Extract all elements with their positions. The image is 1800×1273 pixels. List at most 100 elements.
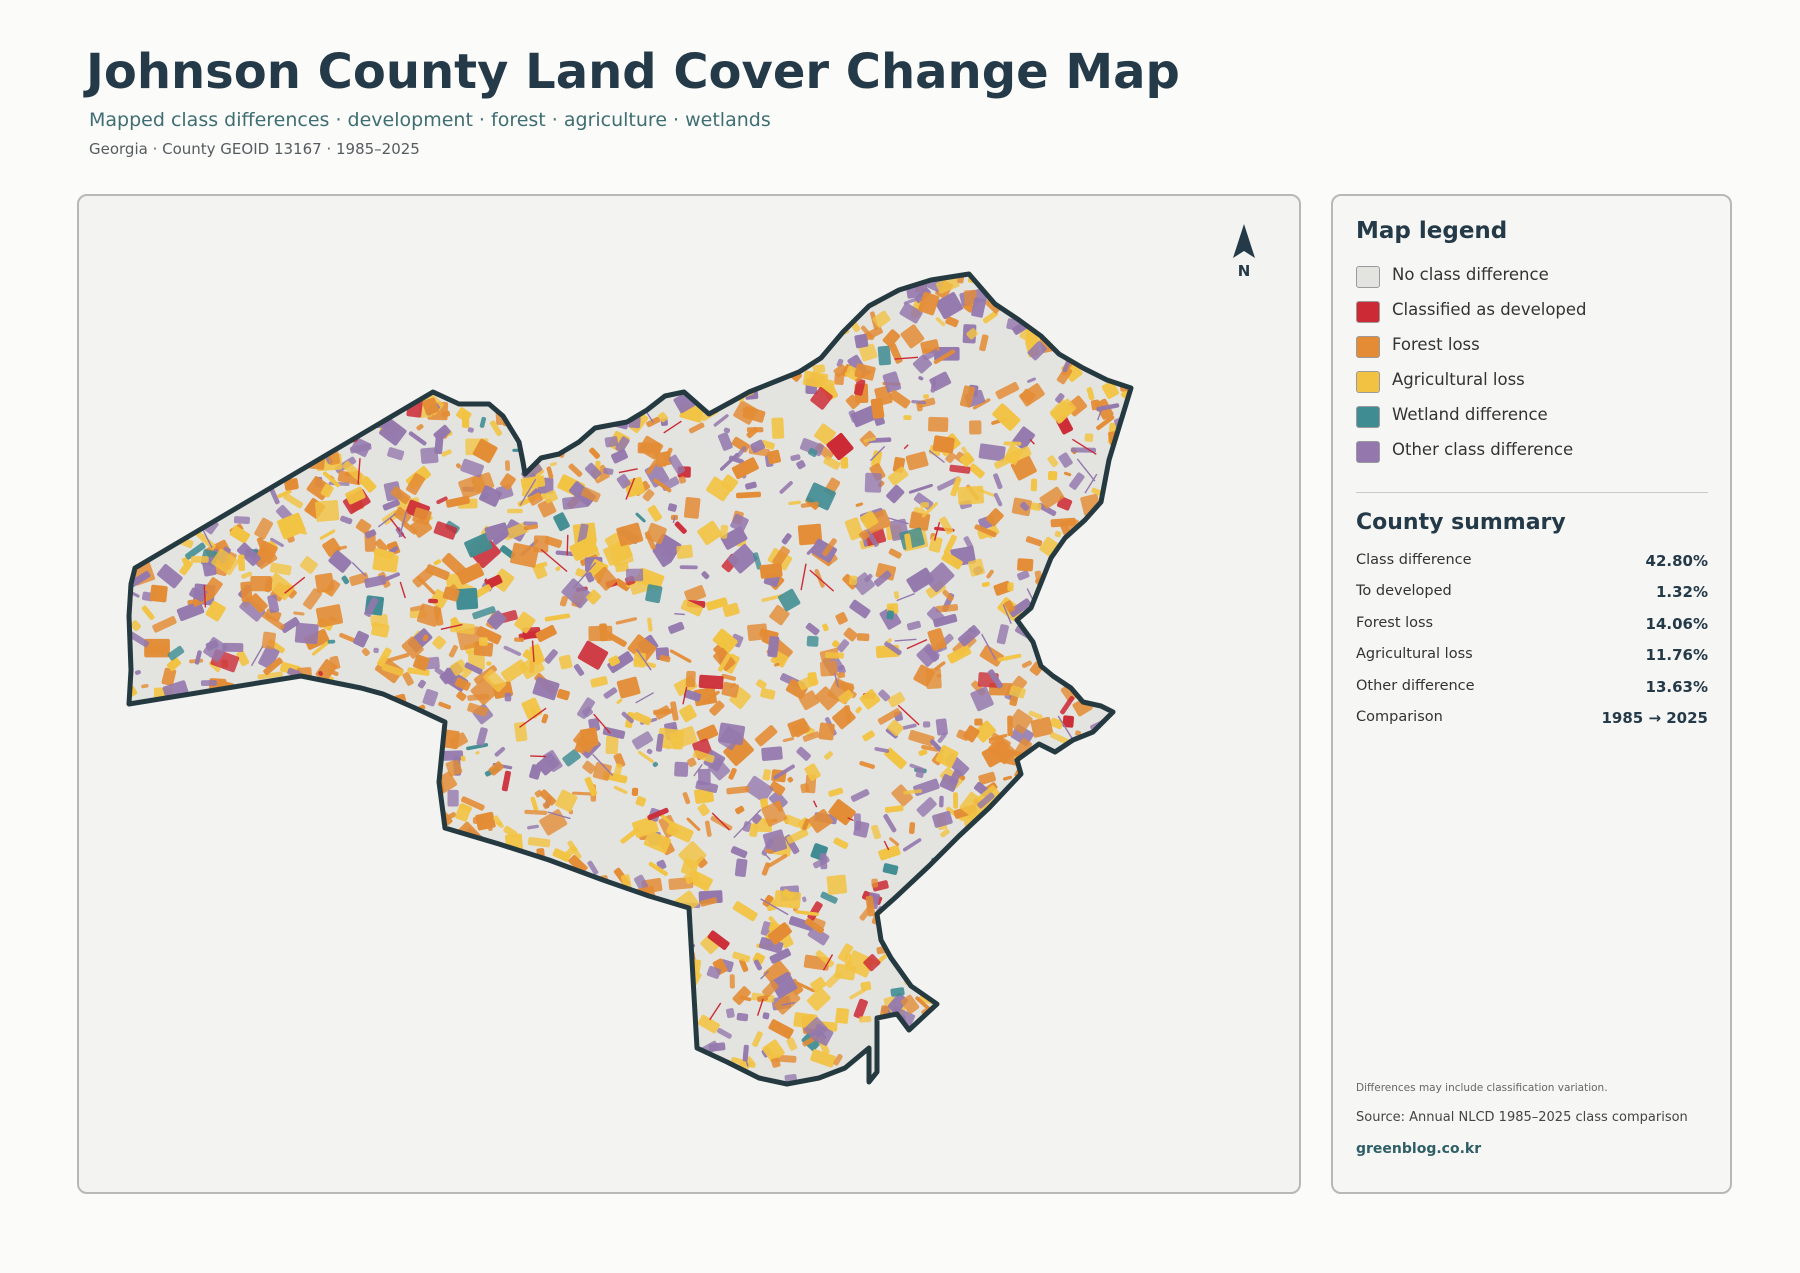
change-patch (771, 1057, 781, 1068)
change-patch (974, 718, 983, 726)
linear-feature (709, 1002, 722, 1021)
change-patch (874, 747, 890, 753)
change-patch (239, 851, 247, 861)
map-panel[interactable] (77, 194, 1301, 1194)
change-patch (712, 289, 729, 306)
change-patch (958, 879, 982, 886)
change-patch (129, 350, 142, 366)
change-patch (1112, 787, 1121, 793)
change-patch (562, 749, 581, 767)
change-patch (864, 472, 882, 493)
change-patch (437, 982, 465, 1005)
change-patch (319, 957, 338, 979)
change-patch (340, 367, 347, 373)
change-patch (1115, 555, 1131, 575)
linear-feature (933, 522, 941, 541)
change-patch (878, 845, 901, 861)
change-patch (1123, 1087, 1138, 1101)
change-patch (700, 935, 719, 955)
change-patch (395, 747, 410, 755)
change-patch (935, 745, 959, 768)
change-patch (837, 671, 846, 679)
change-patch (762, 1039, 785, 1062)
change-patch (236, 542, 261, 566)
change-patch (843, 627, 858, 642)
linear-feature (906, 638, 928, 650)
change-patch (623, 1087, 643, 1109)
change-patch (365, 889, 387, 906)
change-patch (652, 761, 658, 768)
change-patch (909, 763, 924, 771)
change-patch (902, 723, 917, 730)
change-patch (129, 750, 148, 770)
change-patch (1079, 293, 1102, 310)
change-patch (603, 467, 614, 475)
change-patch (339, 632, 356, 643)
change-patch (939, 795, 944, 808)
change-patch (997, 653, 1022, 662)
change-patch (129, 746, 148, 761)
change-patch (716, 274, 730, 284)
change-patch (569, 1033, 578, 1042)
change-patch (719, 524, 729, 539)
summary-value: 13.63% (1645, 677, 1708, 696)
change-patch (511, 990, 534, 1006)
change-patch (612, 410, 622, 422)
change-patch (160, 391, 185, 407)
change-patch (433, 559, 442, 566)
change-patch (145, 508, 168, 531)
change-patch (1027, 341, 1047, 361)
change-patch (514, 637, 525, 643)
change-patch (627, 1039, 640, 1048)
change-patch (316, 1021, 324, 1035)
change-patch (1116, 666, 1131, 686)
change-patch (432, 294, 451, 306)
change-patch (261, 436, 275, 447)
change-patch (678, 841, 707, 870)
change-patch (165, 327, 186, 347)
change-patch (995, 828, 1003, 835)
change-patch (474, 584, 492, 598)
change-patch (712, 628, 738, 653)
change-patch (552, 331, 573, 350)
summary-row-class-difference: Class difference 42.80% (1356, 552, 1708, 583)
change-patch (379, 418, 407, 446)
linear-feature (253, 822, 262, 825)
county-map[interactable] (79, 196, 1301, 1194)
change-patch (713, 328, 727, 347)
change-patch (1103, 1012, 1109, 1034)
linear-feature (173, 307, 183, 317)
change-patch (1063, 837, 1071, 858)
change-patch (923, 884, 935, 895)
change-patch (167, 645, 185, 661)
change-patch (675, 945, 683, 955)
change-patch (863, 954, 881, 972)
change-patch (676, 544, 693, 559)
change-patch (804, 918, 825, 934)
change-patch (579, 1028, 584, 1034)
change-patch (718, 726, 742, 751)
change-patch (472, 606, 496, 620)
linear-feature (930, 1039, 961, 1062)
change-patch (442, 586, 460, 602)
change-patch (190, 1061, 209, 1080)
change-patch (315, 732, 329, 740)
site-link[interactable]: greenblog.co.kr (1356, 1141, 1482, 1157)
change-patch (713, 300, 739, 317)
change-patch (887, 719, 904, 737)
change-patch (1114, 836, 1128, 857)
change-patch (473, 641, 494, 657)
change-patch (613, 785, 628, 794)
summary-value: 11.76% (1645, 646, 1708, 665)
change-patch (1083, 308, 1106, 321)
change-patch (327, 782, 352, 804)
change-patch (403, 973, 419, 989)
change-patch (992, 403, 1021, 431)
change-patch (769, 948, 792, 964)
change-patch (250, 378, 273, 398)
change-patch (591, 1032, 600, 1045)
change-patch (587, 860, 599, 875)
linear-feature (896, 592, 915, 602)
change-patch (521, 462, 543, 481)
change-patch (771, 349, 787, 358)
